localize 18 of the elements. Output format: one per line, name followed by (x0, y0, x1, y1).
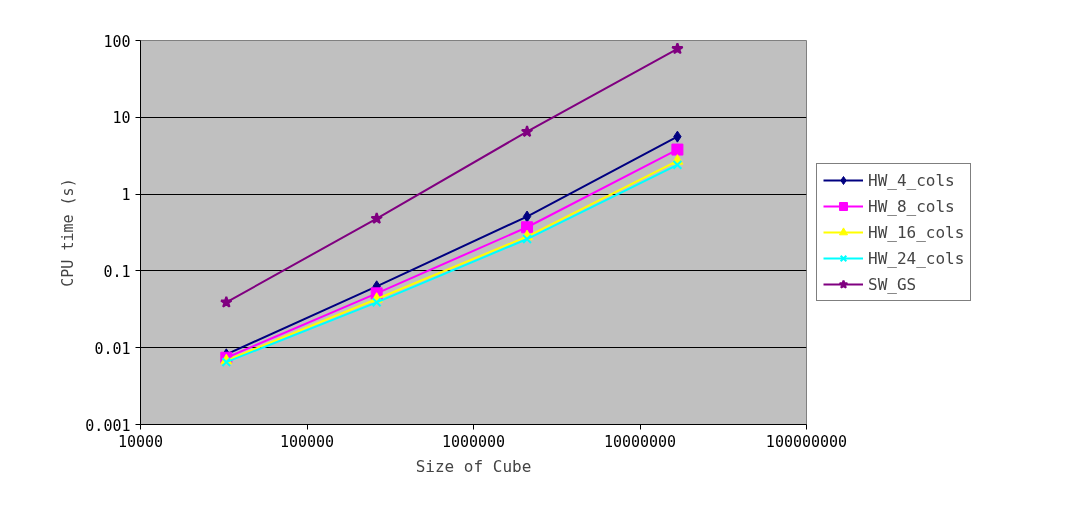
y-tick-label: 0.1 (103, 262, 131, 281)
legend-label: HW_24_cols (868, 248, 965, 268)
legend-label: HW_4_cols (868, 170, 955, 190)
x-tick-label: 1000000 (441, 432, 506, 451)
y-tick-label: 100 (103, 32, 131, 51)
x-tick-label: 100000 (279, 432, 335, 451)
y-tick-label: 1 (121, 186, 131, 205)
legend-label: SW_GS (868, 274, 917, 294)
legend-label: HW_8_cols (868, 196, 955, 216)
legend-label: HW_16_cols (868, 222, 965, 242)
x-axis-title: Size of Cube (415, 456, 532, 476)
x-tick-label: 10000 (117, 432, 164, 451)
y-tick-label: 10 (112, 109, 131, 128)
y-tick-label: 0.01 (94, 339, 131, 358)
y-tick-label: 0.001 (85, 416, 131, 435)
x-tick-label: 10000000 (603, 432, 677, 451)
x-tick-label: 100000000 (765, 432, 848, 451)
y-axis-title: CPU time (s) (59, 178, 78, 287)
